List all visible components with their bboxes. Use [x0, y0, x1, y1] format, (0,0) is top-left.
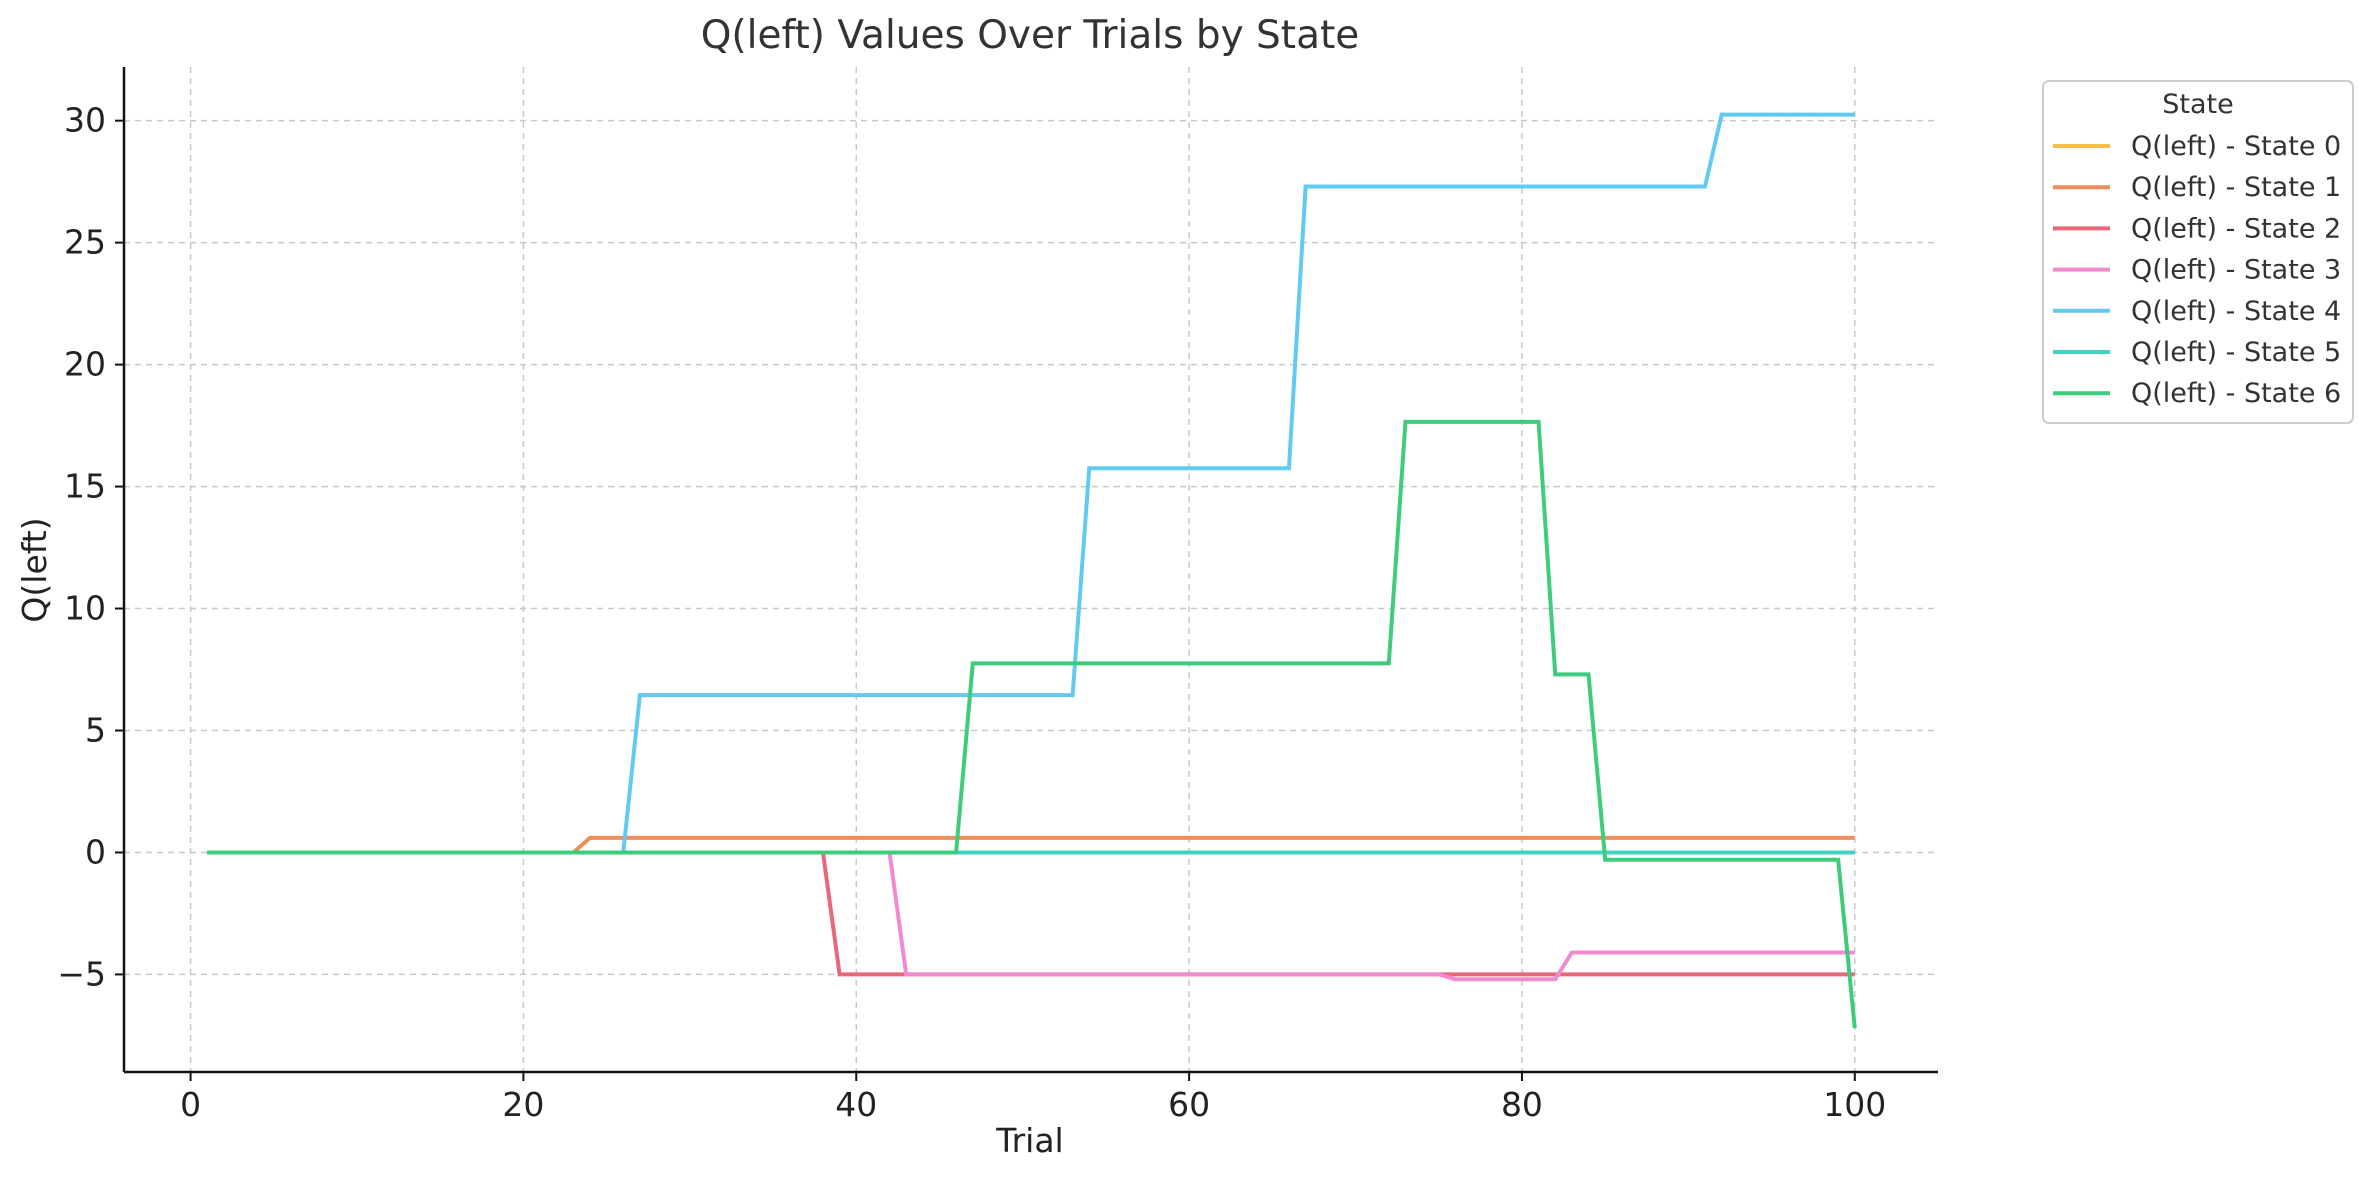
- y-tick-label: 20: [64, 345, 106, 384]
- legend-label-state-0: Q(left) - State 0: [2131, 131, 2341, 162]
- legend: State Q(left) - State 0 Q(left) - State 1…: [2042, 80, 2354, 424]
- series-lines: [207, 112, 1857, 1029]
- y-tick-label: 0: [85, 832, 106, 871]
- series-line-state-3: [207, 850, 1855, 982]
- legend-label-state-3: Q(left) - State 3: [2131, 255, 2341, 286]
- axes: [122, 67, 1938, 1074]
- y-axis-ticks: −5 0 5 10 15 20 25 30: [57, 101, 124, 993]
- y-tick-label: −5: [57, 954, 106, 993]
- legend-label-state-6: Q(left) - State 6: [2131, 378, 2341, 409]
- legend-items: Q(left) - State 0 Q(left) - State 1 Q(left…: [2053, 131, 2341, 409]
- series-line-state-6: [207, 419, 1857, 1029]
- y-tick-label: 10: [64, 589, 106, 628]
- series-line-state-4: [207, 112, 1855, 855]
- series-line-state-2: [207, 850, 1855, 977]
- y-tick-label: 30: [64, 101, 106, 140]
- series-line-state-1: [207, 835, 1855, 855]
- y-tick-label: 15: [64, 467, 106, 506]
- x-axis-title: Trial: [995, 1121, 1063, 1160]
- x-tick-label: 60: [1168, 1085, 1210, 1124]
- x-tick-label: 0: [180, 1085, 201, 1124]
- legend-label-state-1: Q(left) - State 1: [2131, 172, 2341, 203]
- x-tick-label: 40: [835, 1085, 877, 1124]
- chart-title: Q(left) Values Over Trials by State: [701, 13, 1360, 58]
- x-tick-label: 100: [1823, 1085, 1886, 1124]
- legend-title: State: [2162, 89, 2233, 120]
- y-axis-title: Q(left): [15, 517, 54, 622]
- grid-lines: [124, 67, 1938, 1072]
- x-tick-label: 20: [502, 1085, 544, 1124]
- x-tick-label: 80: [1501, 1085, 1543, 1124]
- x-axis-ticks: 0 20 40 60 80 100: [180, 1072, 1886, 1124]
- legend-label-state-5: Q(left) - State 5: [2131, 337, 2341, 368]
- y-tick-label: 25: [64, 223, 106, 262]
- legend-label-state-4: Q(left) - State 4: [2131, 296, 2341, 327]
- legend-box: [2042, 80, 2354, 424]
- legend-label-state-2: Q(left) - State 2: [2131, 213, 2341, 244]
- y-tick-label: 5: [85, 710, 106, 749]
